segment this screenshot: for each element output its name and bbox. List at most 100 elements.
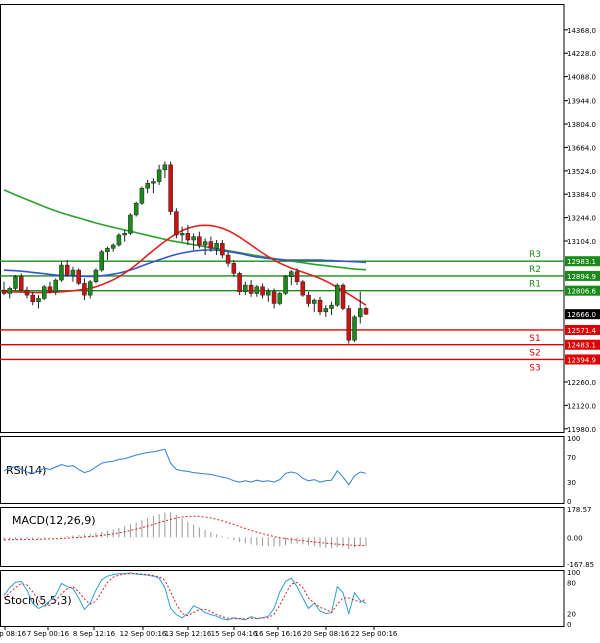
level-name-s1: S1: [529, 334, 540, 344]
price-tick-label: 14368.0: [567, 27, 596, 35]
last-price-label: 12666.0: [567, 311, 596, 319]
level-value-r1: 12806.6: [567, 288, 596, 296]
price-tick-label: 14088.0: [567, 74, 596, 82]
candle-body: [202, 241, 208, 246]
candles: [1, 161, 369, 344]
time-tick-label: 5 Sep 08:16: [0, 630, 27, 638]
candle-body: [162, 164, 168, 171]
time-tick-label: 13 Sep 12:16: [165, 630, 212, 638]
candle-body: [24, 289, 30, 296]
candle-body: [312, 299, 317, 304]
candle-body: [357, 308, 363, 318]
candle-body: [7, 288, 13, 294]
candle-body: [122, 233, 127, 236]
price-tick-label: 13804.0: [567, 121, 596, 129]
level-value-box-r2: [565, 270, 600, 281]
macd-label: MACD(12,26,9): [12, 514, 96, 527]
macd-tick-label: -167.85: [567, 561, 594, 569]
level-value-box-s1: [565, 324, 600, 335]
macd-tick-label: 178.57: [567, 506, 592, 514]
level-value-box-r1: [565, 285, 600, 296]
price-tick-label: 11980.0: [567, 426, 596, 434]
candle-body: [346, 308, 352, 341]
time-tick-label: 20 Sep 08:16: [303, 630, 350, 638]
level-value-r2: 12894.9: [567, 273, 596, 281]
candle-body: [36, 298, 41, 303]
moving-average-line-2: [3, 249, 367, 278]
stoch-pane-frame: [0, 570, 565, 627]
price-tick-label: 12120.0: [567, 402, 596, 410]
candle-body: [185, 233, 191, 241]
candle-body: [139, 187, 145, 204]
price-pane-frame: [0, 4, 565, 433]
candle-body: [323, 308, 329, 313]
candle-body: [329, 304, 334, 309]
candle-body: [168, 164, 173, 212]
macd-histogram: [3, 511, 367, 550]
rsi-tick-label: 0: [567, 498, 571, 506]
candle-body: [70, 269, 76, 276]
stoch-signal-line: [3, 573, 367, 620]
level-value-s1: 12571.4: [567, 327, 596, 335]
candle-body: [99, 251, 104, 271]
candle-body: [254, 286, 260, 294]
level-value-box-s2: [565, 339, 600, 350]
candle-body: [208, 241, 214, 249]
candle-body: [47, 286, 53, 293]
stoch-tick-label: 100: [567, 569, 580, 577]
price-tick-label: 14228.0: [567, 50, 596, 58]
macd-pane-frame: [0, 507, 565, 567]
candle-body: [93, 269, 99, 283]
level-value-s2: 12483.1: [567, 342, 596, 350]
candle-body: [225, 254, 231, 264]
price-tick-label: 13384.0: [567, 191, 596, 199]
level-name-s3: S3: [529, 363, 540, 373]
candle-body: [283, 276, 288, 294]
level-name-r3: R3: [529, 250, 541, 260]
candle-body: [18, 276, 24, 291]
candle-body: [105, 248, 110, 252]
price-tick-label: 13104.0: [567, 238, 596, 246]
candle-body: [352, 316, 357, 341]
level-value-box-s3: [565, 354, 600, 365]
candle-body: [116, 234, 122, 246]
candle-body: [306, 294, 311, 304]
candle-body: [289, 271, 294, 278]
stoch-tick-label: 80: [567, 579, 576, 587]
candle-body: [133, 202, 139, 216]
level-name-r1: R1: [529, 280, 541, 290]
moving-average-line-3: [4, 224, 367, 306]
candle-body: [231, 263, 237, 274]
candle-body: [243, 284, 248, 293]
candle-body: [271, 291, 277, 304]
macd-signal-line: [4, 515, 367, 547]
level-name-s2: S2: [529, 349, 540, 359]
price-tick-label: 13524.0: [567, 168, 596, 176]
candle-body: [53, 279, 58, 293]
candle-body: [191, 236, 196, 241]
candle-body: [294, 271, 300, 283]
candle-body: [128, 214, 133, 234]
candle-body: [214, 243, 219, 249]
candle-body: [13, 276, 18, 289]
candle-body: [266, 291, 271, 296]
level-value-s3: 12394.9: [567, 356, 596, 364]
stoch-tick-label: 20: [567, 611, 576, 619]
time-tick-label: 8 Sep 12:16: [73, 630, 116, 638]
candle-body: [277, 293, 283, 304]
time-axis: 5 Sep 08:167 Sep 00:168 Sep 12:16 12 Sep …: [0, 626, 398, 638]
candle-body: [335, 284, 340, 306]
candle-body: [1, 289, 7, 294]
stoch-label: Stoch(5,5,3): [4, 594, 72, 607]
time-tick-label: 7 Sep 00:16: [27, 630, 70, 638]
candle-body: [41, 286, 47, 299]
rsi-tick-label: 70: [567, 454, 576, 462]
time-tick-label: 22 Sep 00:16: [351, 630, 398, 638]
candle-body: [237, 273, 242, 293]
candle-body: [260, 286, 265, 296]
last-price-box: [565, 309, 600, 320]
time-tick-label: 12 Sep 00:16: [120, 630, 167, 638]
level-value-r3: 12983.1: [567, 258, 596, 266]
